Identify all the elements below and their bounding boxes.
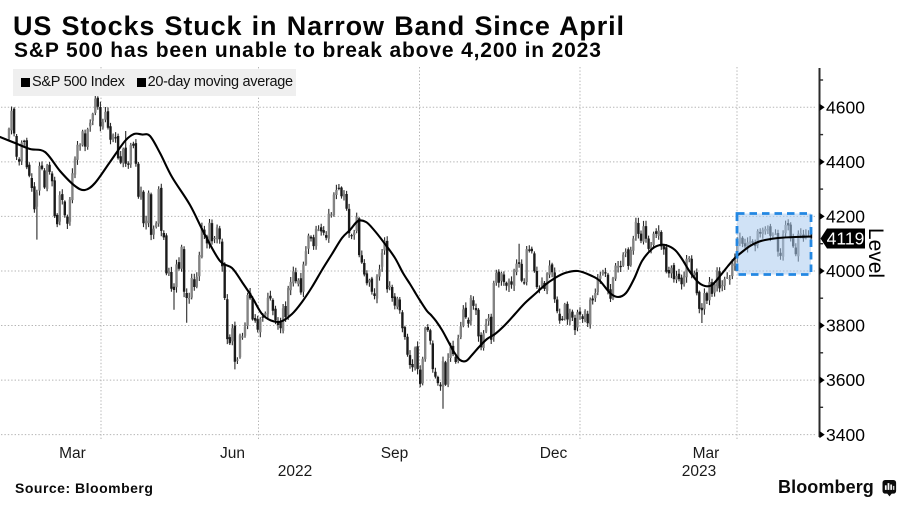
svg-text:4400: 4400 xyxy=(826,152,865,172)
svg-text:3600: 3600 xyxy=(826,370,865,390)
svg-text:Level: Level xyxy=(864,228,887,278)
svg-text:4600: 4600 xyxy=(826,98,865,118)
svg-text:4200: 4200 xyxy=(826,207,865,227)
svg-text:4119: 4119 xyxy=(827,229,865,249)
svg-text:4000: 4000 xyxy=(826,261,865,281)
svg-text:3400: 3400 xyxy=(826,425,865,445)
svg-text:Mar: Mar xyxy=(693,445,720,462)
svg-text:Dec: Dec xyxy=(540,445,568,462)
svg-text:3800: 3800 xyxy=(826,316,865,336)
svg-text:2023: 2023 xyxy=(682,463,716,480)
svg-text:2022: 2022 xyxy=(278,463,312,480)
svg-text:Mar: Mar xyxy=(59,445,86,462)
svg-text:Jun: Jun xyxy=(220,445,245,462)
svg-text:Sep: Sep xyxy=(381,445,409,462)
